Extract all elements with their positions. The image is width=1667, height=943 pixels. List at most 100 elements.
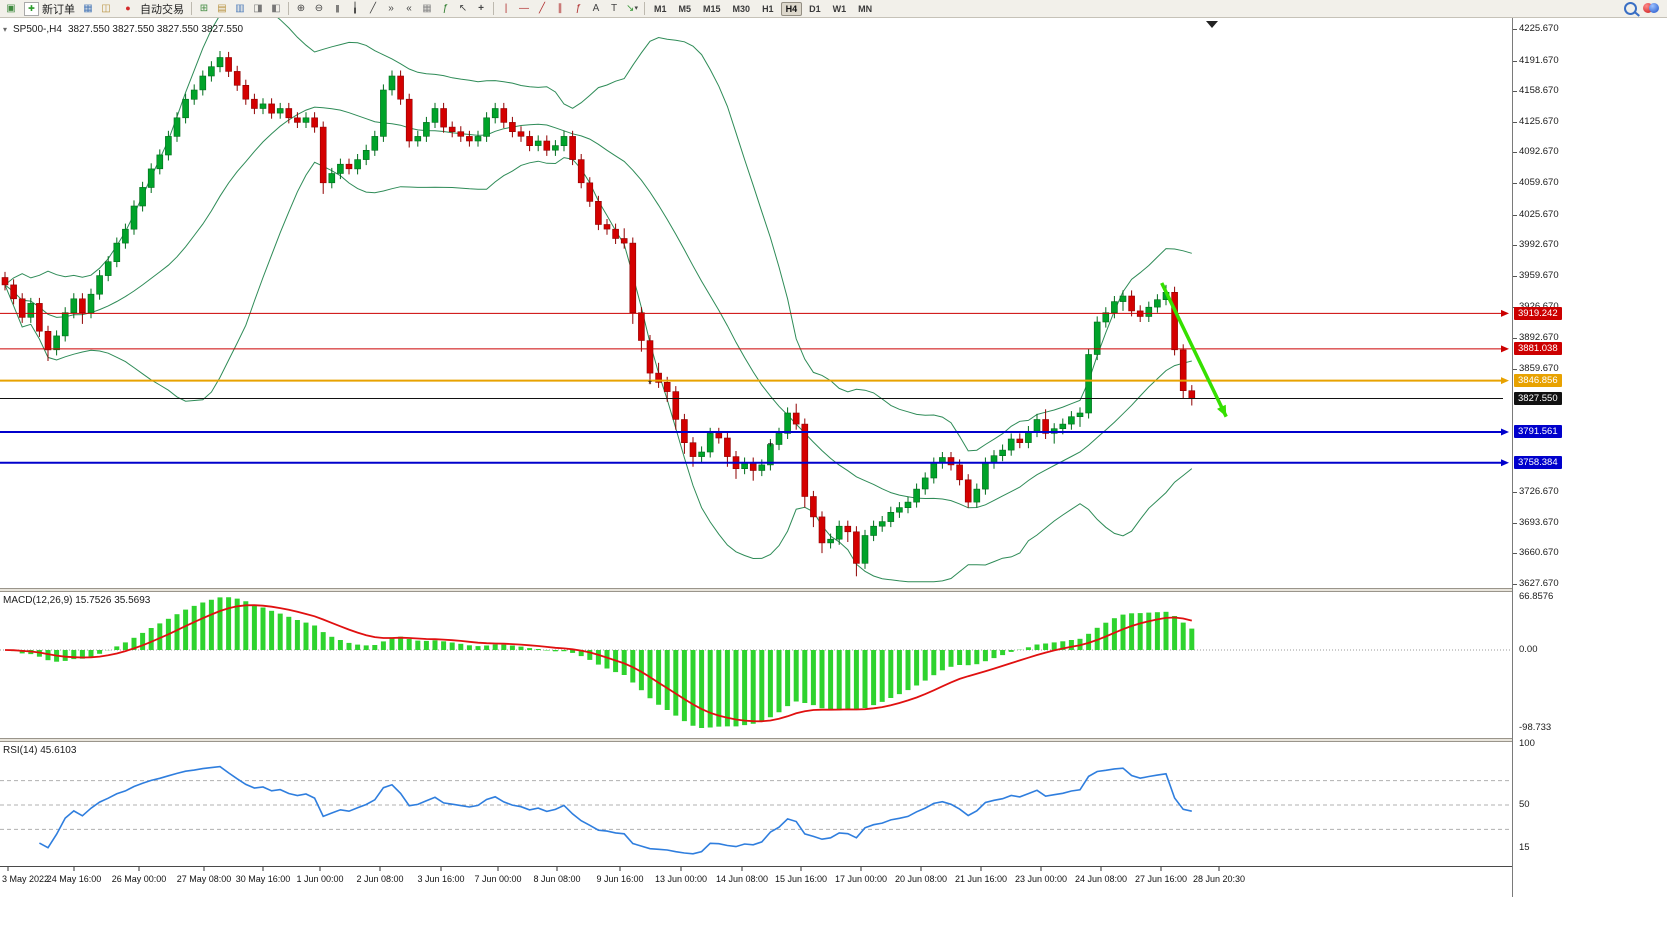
zoom-in-icon[interactable]: ⊕ bbox=[296, 2, 306, 14]
price-tick-label: 4059.670 bbox=[1519, 177, 1559, 189]
panel-separator[interactable] bbox=[0, 738, 1667, 742]
channel-tool-icon[interactable]: ∥ bbox=[557, 2, 563, 14]
price-line-label-3881.038: 3881.038 bbox=[1514, 342, 1562, 356]
autotrading-label: 自动交易 bbox=[140, 3, 184, 16]
time-axis[interactable]: 3 May 2022 24 May 16:00 26 May 00:00 27 May… bbox=[0, 866, 1667, 897]
time-label: 3 Jun 16:00 bbox=[417, 874, 464, 884]
hline-arrowhead bbox=[1501, 377, 1509, 385]
price-tick-mark bbox=[1513, 275, 1517, 277]
indicators-icon[interactable]: ƒ bbox=[442, 2, 448, 14]
rsi-axis-label: 50 bbox=[1519, 799, 1530, 810]
rsi-value: 45.6103 bbox=[40, 745, 77, 756]
candlestick-chart-type-icon[interactable]: ╽ bbox=[351, 2, 359, 14]
chart-add-icon[interactable]: ▣ bbox=[6, 2, 16, 14]
community-icon[interactable] bbox=[1643, 0, 1659, 18]
new-chart-icon[interactable]: ⊞ bbox=[199, 2, 209, 14]
time-label: 20 Jun 08:00 bbox=[895, 874, 947, 884]
market-watch-icon[interactable]: ▥ bbox=[235, 2, 245, 14]
time-label: 24 May 16:00 bbox=[47, 874, 102, 884]
text-tool-icon[interactable]: A bbox=[592, 2, 600, 14]
one-click-trading-toggle[interactable]: ▾ bbox=[3, 25, 8, 34]
timeframe-h1-button[interactable]: H1 bbox=[762, 3, 774, 14]
timeframe-m5-button[interactable]: M5 bbox=[678, 3, 692, 14]
new-order-button[interactable]: ✚ 新订单 bbox=[20, 1, 79, 16]
symbol-ohlc-header: ▾ SP500-,H4 3827.550 3827.550 3827.550 3… bbox=[3, 24, 243, 35]
timeframe-m30-button[interactable]: M30 bbox=[732, 3, 751, 14]
bollinger-upper-band bbox=[4, 18, 1192, 452]
cursor-icon[interactable]: ↖ bbox=[458, 2, 468, 14]
time-label: 9 Jun 16:00 bbox=[596, 874, 643, 884]
rsi-canvas[interactable] bbox=[0, 742, 1512, 866]
time-label: 1 Jun 00:00 bbox=[296, 874, 343, 884]
time-label: 27 May 08:00 bbox=[177, 874, 232, 884]
object-marker: * bbox=[648, 379, 652, 390]
price-tick-label: 4225.670 bbox=[1519, 23, 1559, 34]
price-tick-label: 4191.670 bbox=[1519, 54, 1559, 66]
price-chart-panel[interactable]: * + ▾ SP500-,H4 3827.550 3827.550 3827.55… bbox=[0, 18, 1512, 588]
zoom-out-icon[interactable]: ⊖ bbox=[314, 2, 324, 14]
rsi-axis-label: 100 bbox=[1519, 738, 1535, 749]
fibonacci-tool-icon[interactable]: ƒ bbox=[575, 2, 581, 14]
bollinger-middle-band bbox=[4, 106, 1192, 509]
trend-arrow-head bbox=[1217, 404, 1227, 417]
price-tick-label: 3859.670 bbox=[1519, 362, 1559, 374]
toolbar-separator bbox=[493, 2, 494, 15]
hline-arrowhead bbox=[1501, 459, 1509, 467]
grid-icon[interactable]: ▦ bbox=[422, 2, 432, 14]
timeframe-mn-button[interactable]: MN bbox=[858, 3, 873, 14]
timeframe-d1-button[interactable]: D1 bbox=[809, 3, 821, 14]
macd-axis-label: 0.00 bbox=[1519, 644, 1538, 655]
time-label: 21 Jun 16:00 bbox=[955, 874, 1007, 884]
rsi-panel[interactable]: RSI(14) 45.6103 bbox=[0, 742, 1512, 866]
price-tick-label: 4092.670 bbox=[1519, 146, 1559, 158]
symbol-period-label: SP500-,H4 bbox=[13, 24, 62, 35]
time-label: 24 Jun 08:00 bbox=[1075, 874, 1127, 884]
time-label: 8 Jun 08:00 bbox=[533, 874, 580, 884]
search-icon[interactable] bbox=[1624, 2, 1637, 15]
chart-shift-icon[interactable]: « bbox=[406, 2, 412, 14]
chart-window-icon[interactable]: ▦ bbox=[83, 2, 93, 14]
hline-arrowhead bbox=[1501, 428, 1509, 436]
horizontal-line-tool-icon[interactable]: — bbox=[519, 2, 529, 14]
timeframe-m1-button[interactable]: M1 bbox=[654, 3, 667, 14]
crosshair-icon[interactable]: + bbox=[478, 2, 484, 14]
macd-canvas[interactable] bbox=[0, 592, 1512, 738]
hline-arrowhead bbox=[1501, 345, 1509, 353]
tile-windows-icon[interactable]: ◫ bbox=[101, 2, 111, 14]
navigator-icon[interactable]: ◧ bbox=[271, 2, 281, 14]
price-line-label-3846.856: 3846.856 bbox=[1514, 374, 1562, 388]
window-margin bbox=[0, 897, 1667, 943]
trendline-tool-icon[interactable]: ╱ bbox=[538, 2, 546, 14]
arrows-tool-icon[interactable]: ↘ ▾ bbox=[626, 2, 638, 14]
macd-panel[interactable]: MACD(12,26,9) 15.7526 35.5693 bbox=[0, 592, 1512, 738]
price-tick-mark bbox=[1513, 60, 1517, 62]
panel-separator[interactable] bbox=[0, 588, 1667, 592]
label-tool-icon[interactable]: T bbox=[610, 2, 618, 14]
auto-scroll-icon[interactable]: » bbox=[388, 2, 394, 14]
price-line-label-3791.561: 3791.561 bbox=[1514, 425, 1562, 439]
price-chart-canvas[interactable]: *+ bbox=[0, 18, 1512, 588]
new-order-icon: ✚ bbox=[24, 1, 39, 16]
time-label: 27 Jun 16:00 bbox=[1135, 874, 1187, 884]
time-label: 30 May 16:00 bbox=[236, 874, 291, 884]
macd-axis-label: -98.733 bbox=[1519, 721, 1552, 733]
price-tick-mark bbox=[1513, 91, 1517, 93]
rsi-axis-label: 15 bbox=[1519, 841, 1530, 853]
timeframe-h4-button[interactable]: H4 bbox=[780, 1, 803, 16]
data-window-icon[interactable]: ◨ bbox=[253, 2, 263, 14]
line-chart-type-icon[interactable]: ╱ bbox=[369, 2, 377, 14]
time-label: 28 Jun 20:30 bbox=[1193, 874, 1245, 884]
price-tick-mark bbox=[1513, 214, 1517, 216]
timeframe-w1-button[interactable]: W1 bbox=[832, 3, 847, 14]
ohlc-values: 3827.550 3827.550 3827.550 3827.550 bbox=[67, 24, 244, 35]
bar-chart-type-icon[interactable]: ||| bbox=[335, 3, 339, 13]
price-tick-mark bbox=[1513, 553, 1517, 555]
price-axis[interactable]: 4225.670 4191.670 4158.670 4125.670 4092.670… bbox=[1512, 18, 1667, 897]
time-label: 15 Jun 16:00 bbox=[775, 874, 827, 884]
profiles-icon[interactable]: ▤ bbox=[217, 2, 227, 14]
timeframe-m15-button[interactable]: M15 bbox=[703, 3, 721, 14]
vertical-line-tool-icon[interactable]: | bbox=[504, 2, 508, 14]
macd-signal-value: 35.5693 bbox=[114, 595, 151, 606]
price-tick-mark bbox=[1513, 522, 1517, 524]
autotrading-button[interactable]: ● 自动交易 bbox=[115, 1, 188, 16]
